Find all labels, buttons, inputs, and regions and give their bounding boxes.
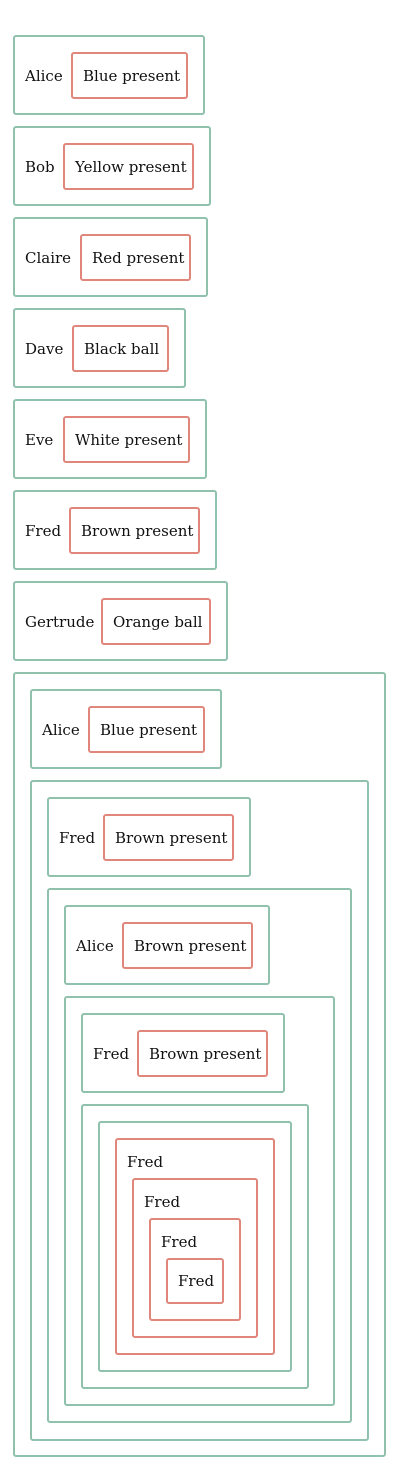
person-label: Alice	[42, 721, 80, 739]
present-label: Brown present	[81, 522, 194, 540]
present-box-brown	[137, 1030, 268, 1077]
person-label: Claire	[25, 249, 72, 267]
person-label: Fred	[93, 1045, 130, 1063]
person-label: Dave	[25, 340, 64, 358]
present-label: Black ball	[84, 340, 160, 358]
person-label: Fred	[25, 522, 62, 540]
present-label: Brown present	[134, 937, 247, 955]
present-label: Brown present	[115, 829, 228, 847]
present-box-red	[80, 234, 191, 281]
present-box-white	[63, 416, 190, 463]
present-label: Brown present	[149, 1045, 262, 1063]
fred-label: Fred	[161, 1233, 198, 1251]
person-label: Bob	[25, 158, 55, 176]
ball-box-black	[72, 325, 169, 372]
person-label: Gertrude	[25, 613, 95, 631]
fred-label: Fred	[144, 1193, 181, 1211]
fred-label: Fred	[127, 1153, 164, 1171]
person-label: Eve	[25, 431, 54, 449]
present-label: Blue present	[100, 721, 198, 739]
present-box-blue	[71, 52, 188, 99]
present-label: Orange ball	[113, 613, 203, 631]
fred-box-4	[166, 1258, 224, 1304]
present-label: Yellow present	[75, 158, 187, 176]
fred-label: Fred	[178, 1272, 215, 1290]
present-box-brown	[103, 814, 234, 861]
present-label: White present	[75, 431, 183, 449]
present-box-brown	[122, 922, 253, 969]
present-label: Blue present	[83, 67, 181, 85]
present-label: Red present	[92, 249, 185, 267]
ball-box-orange	[101, 598, 211, 645]
present-box-yellow	[63, 143, 194, 190]
present-box-blue	[88, 706, 205, 753]
person-label: Fred	[59, 829, 96, 847]
present-box-brown	[69, 507, 200, 554]
person-label: Alice	[76, 937, 114, 955]
person-label: Alice	[25, 67, 63, 85]
